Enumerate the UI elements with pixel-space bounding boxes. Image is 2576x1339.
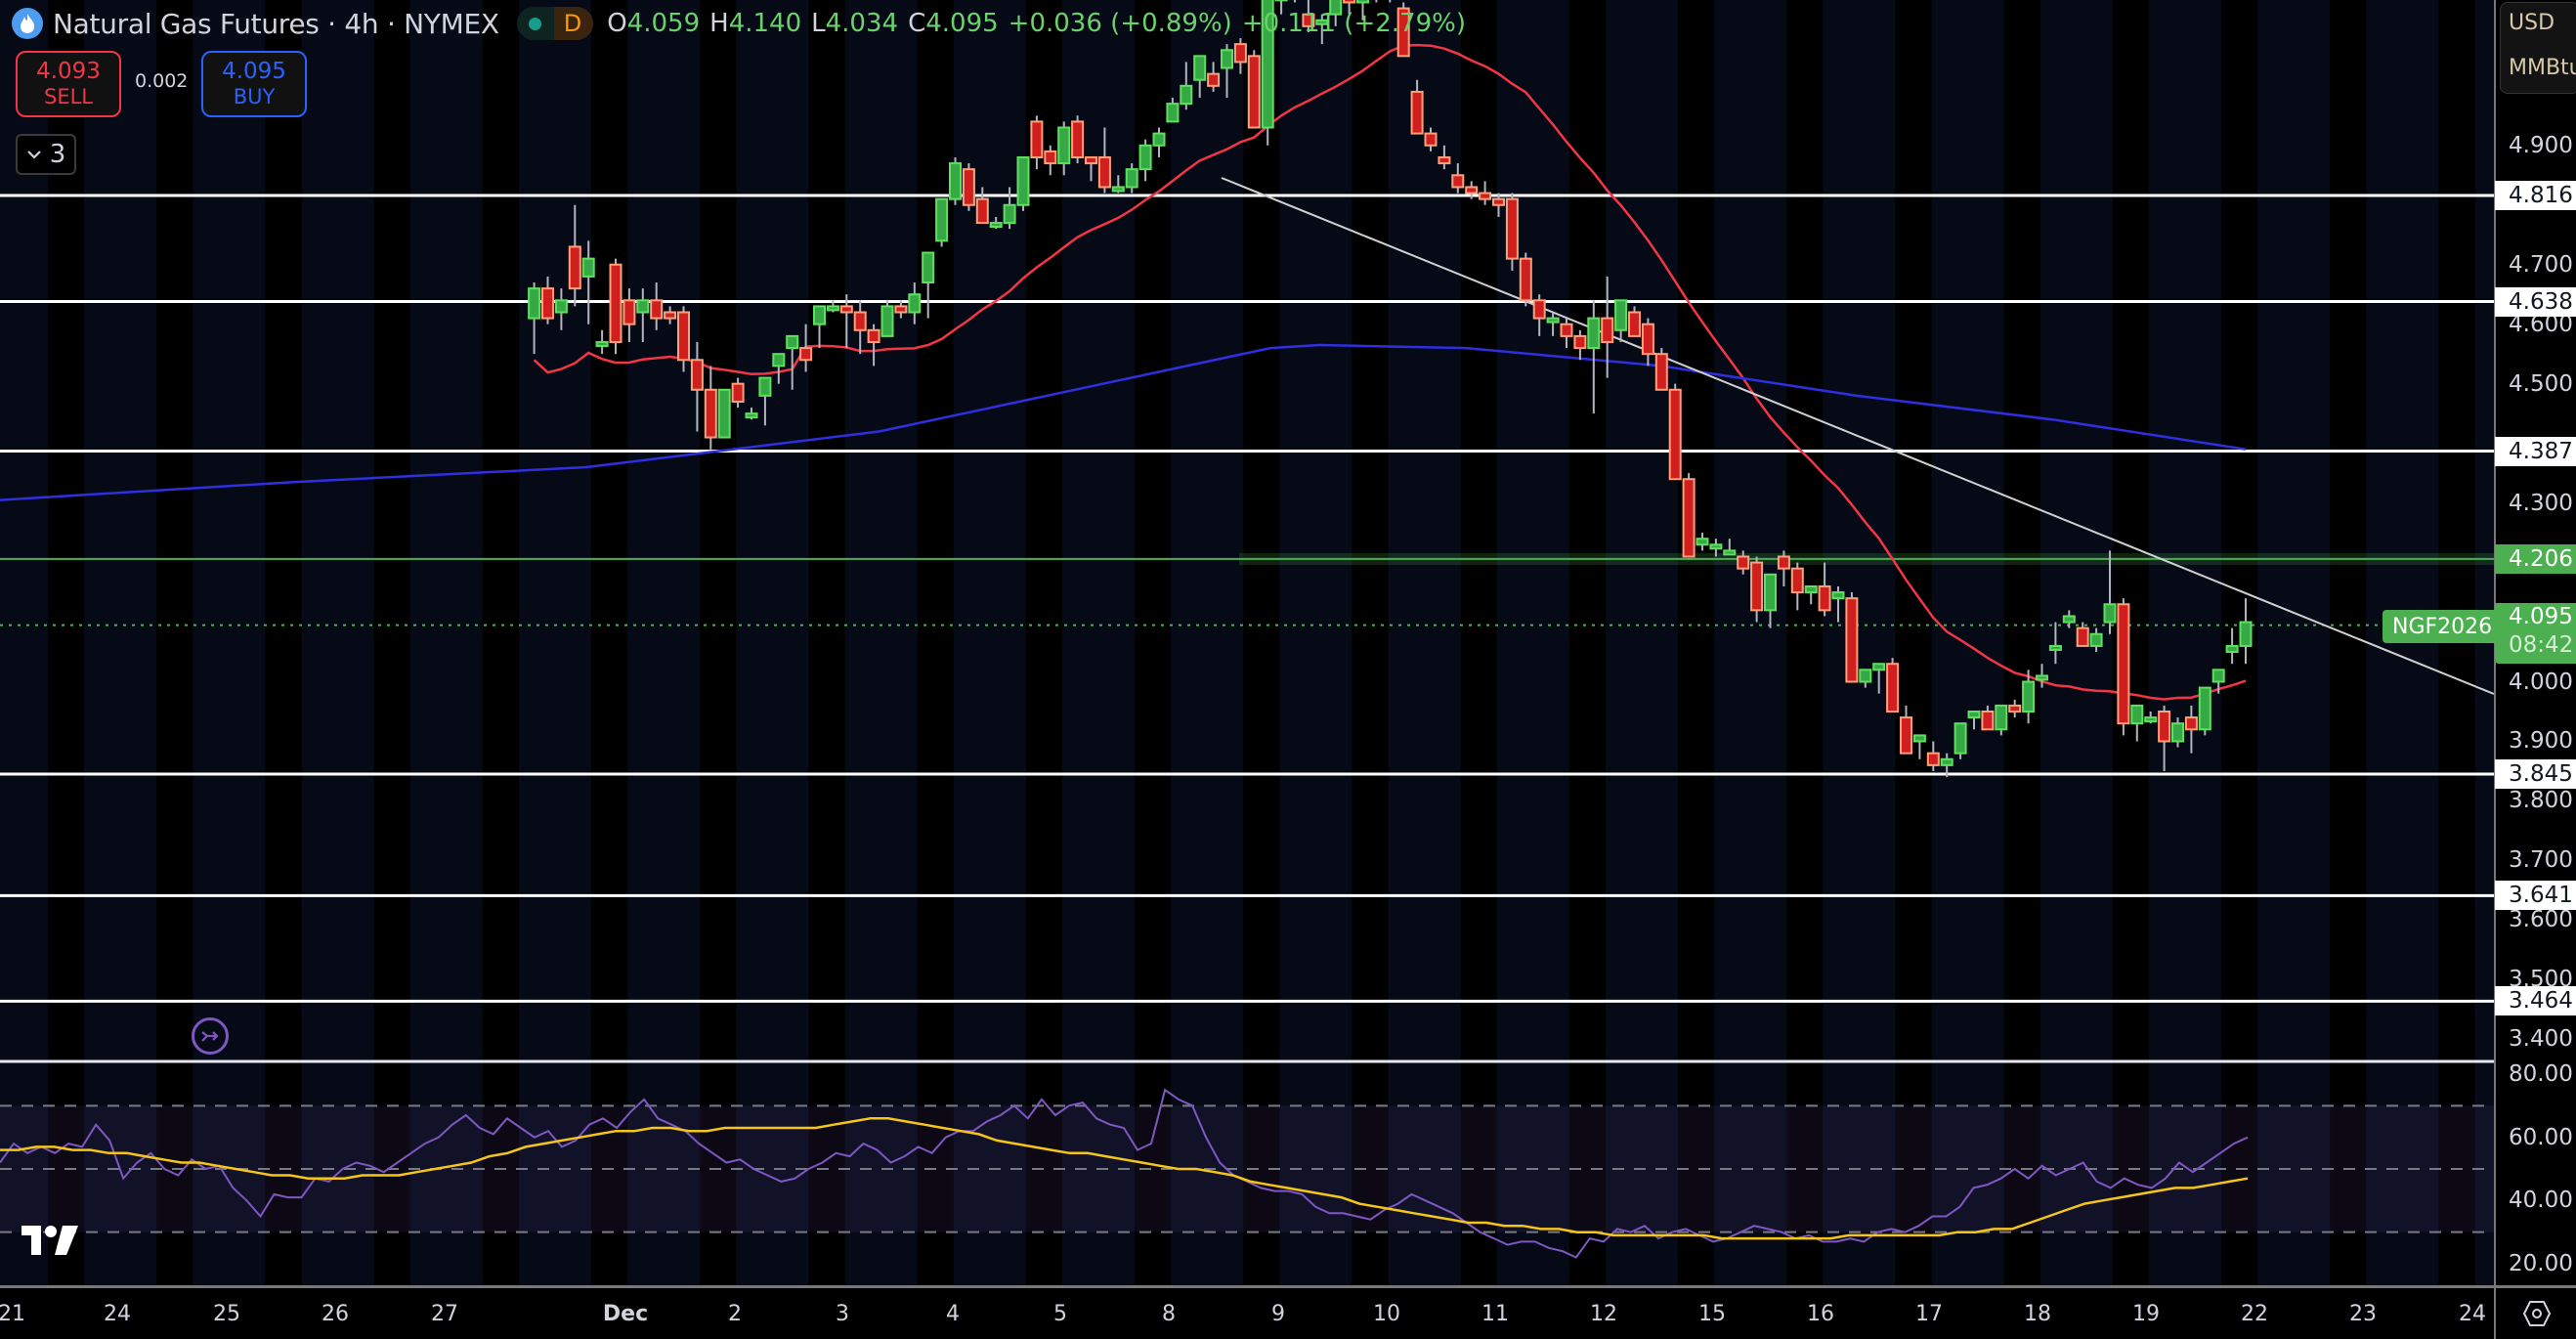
price-tick: 4.700 xyxy=(2509,252,2573,278)
rsi-tick: 20.00 xyxy=(2509,1251,2573,1276)
time-label: 4 xyxy=(946,1302,960,1326)
price-tick: 3.700 xyxy=(2509,847,2573,873)
gear-icon xyxy=(2522,1300,2552,1327)
time-label: 3 xyxy=(836,1302,849,1326)
time-label: 24 xyxy=(2459,1302,2486,1326)
rsi-tick: 80.00 xyxy=(2509,1061,2573,1087)
time-label: 16 xyxy=(1807,1302,1834,1326)
time-label: 19 xyxy=(2132,1302,2160,1326)
level-price-label: 4.387 xyxy=(2495,437,2576,466)
time-label: 11 xyxy=(1481,1302,1509,1326)
price-tick: 4.900 xyxy=(2509,133,2573,158)
rsi-tick: 60.00 xyxy=(2509,1125,2573,1150)
spread-value: 0.002 xyxy=(135,70,188,92)
level-price-label: 3.641 xyxy=(2495,881,2576,910)
time-label: 25 xyxy=(213,1302,240,1326)
session-background xyxy=(0,0,2548,1285)
time-label: 21 xyxy=(0,1302,25,1326)
replay-icon[interactable] xyxy=(192,1017,229,1055)
rsi-tick: 40.00 xyxy=(2509,1188,2573,1213)
market-open-dot-icon xyxy=(517,7,554,40)
price-tick: 3.600 xyxy=(2509,907,2573,932)
symbol-title[interactable]: Natural Gas Futures · 4h · NYMEX xyxy=(53,8,499,40)
bar-change: +0.036 (+0.89%) xyxy=(1009,9,1232,38)
ohlc-values: O4.059 H4.140 L4.034 C4.095 +0.036 (+0.8… xyxy=(607,9,1466,38)
buy-button[interactable]: 4.095 BUY xyxy=(201,51,307,117)
level-price-label: 3.845 xyxy=(2495,759,2576,789)
price-tick: 4.000 xyxy=(2509,670,2573,695)
time-label: Dec xyxy=(603,1302,648,1326)
bar-countdown: 08:42 xyxy=(2509,631,2576,660)
time-label: 10 xyxy=(1373,1302,1400,1326)
current-price-label: 4.095 08:42 xyxy=(2495,603,2576,664)
time-label: 8 xyxy=(1162,1302,1176,1326)
symbol-badge: NGF2026 xyxy=(2383,610,2502,643)
time-label: 9 xyxy=(1271,1302,1285,1326)
price-tick: 4.300 xyxy=(2509,491,2573,516)
price-tick: 4.500 xyxy=(2509,371,2573,397)
indicators-toggle-button[interactable]: 3 xyxy=(16,134,76,175)
rsi-band xyxy=(0,1105,2494,1231)
currency-unit-selector[interactable]: USD MMBtu xyxy=(2500,2,2576,94)
time-label: 17 xyxy=(1915,1302,1943,1326)
level-price-label: 4.638 xyxy=(2495,287,2576,317)
time-label: 23 xyxy=(2349,1302,2377,1326)
zone-price-label: 4.206 xyxy=(2495,544,2576,574)
level-price-label: 4.816 xyxy=(2495,181,2576,210)
sell-button[interactable]: 4.093 SELL xyxy=(16,51,121,117)
chevron-down-icon xyxy=(26,150,42,159)
delayed-data-badge: D xyxy=(554,7,593,40)
time-label: 2 xyxy=(728,1302,742,1326)
market-status[interactable]: D xyxy=(517,7,593,40)
time-label: 12 xyxy=(1590,1302,1617,1326)
level-price-label: 3.464 xyxy=(2495,986,2576,1015)
symbol-legend: Natural Gas Futures · 4h · NYMEX D O4.05… xyxy=(12,4,1466,43)
time-label: 22 xyxy=(2241,1302,2268,1326)
price-tick: 3.400 xyxy=(2509,1026,2573,1052)
flame-icon xyxy=(12,8,43,39)
time-label: 5 xyxy=(1053,1302,1067,1326)
price-tick: 3.900 xyxy=(2509,728,2573,754)
time-label: 15 xyxy=(1698,1302,1726,1326)
tradingview-logo[interactable] xyxy=(20,1224,80,1261)
chart-settings-button[interactable] xyxy=(2494,1285,2576,1339)
time-label: 24 xyxy=(104,1302,131,1326)
day-change: +0.111 (+2.79%) xyxy=(1242,9,1466,38)
time-label: 27 xyxy=(431,1302,458,1326)
time-label: 18 xyxy=(2024,1302,2051,1326)
time-label: 26 xyxy=(322,1302,349,1326)
price-tick: 3.800 xyxy=(2509,788,2573,813)
